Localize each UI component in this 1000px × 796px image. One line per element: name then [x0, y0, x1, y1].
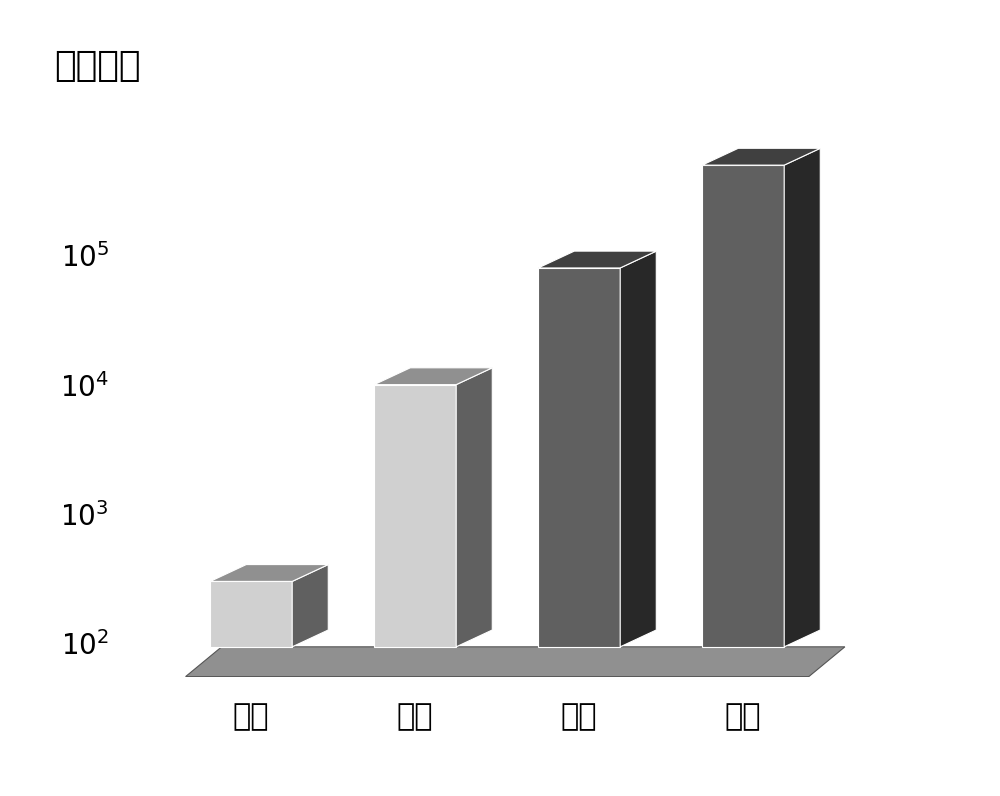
- Polygon shape: [292, 564, 328, 647]
- Polygon shape: [210, 581, 292, 647]
- Polygon shape: [784, 148, 820, 647]
- Text: 线性范围: 线性范围: [54, 49, 141, 83]
- Polygon shape: [538, 268, 620, 647]
- Polygon shape: [702, 148, 820, 165]
- Polygon shape: [210, 564, 328, 581]
- Polygon shape: [374, 368, 492, 384]
- Polygon shape: [538, 251, 656, 268]
- Polygon shape: [186, 647, 845, 677]
- Polygon shape: [456, 368, 492, 647]
- Polygon shape: [374, 384, 456, 647]
- Polygon shape: [702, 165, 784, 647]
- Polygon shape: [620, 251, 656, 647]
